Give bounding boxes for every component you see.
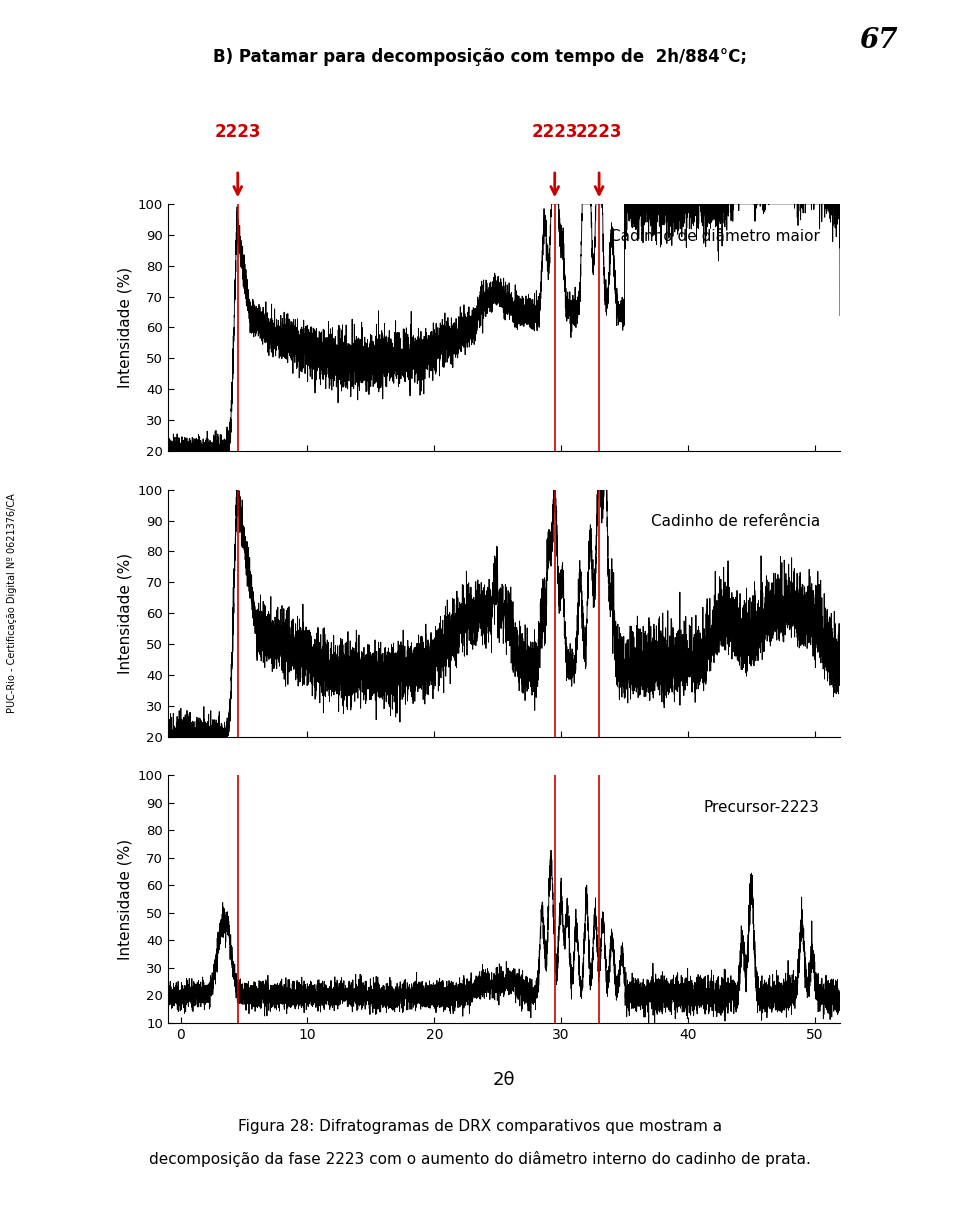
Text: 2223: 2223	[214, 123, 261, 141]
Text: decomposição da fase 2223 com o aumento do diâmetro interno do cadinho de prata.: decomposição da fase 2223 com o aumento …	[149, 1151, 811, 1166]
Text: Precursor-2223: Precursor-2223	[704, 801, 820, 815]
Text: PUC-Rio - Certificação Digital Nº 0621376/CA: PUC-Rio - Certificação Digital Nº 062137…	[8, 493, 17, 713]
Text: 67: 67	[859, 27, 898, 53]
Text: Cadinho de diâmetro maior: Cadinho de diâmetro maior	[610, 229, 820, 244]
Text: Cadinho de referência: Cadinho de referência	[651, 514, 820, 529]
Text: 2223: 2223	[532, 123, 578, 141]
Y-axis label: Intensidade (%): Intensidade (%)	[117, 552, 132, 674]
Text: 2223: 2223	[576, 123, 622, 141]
Y-axis label: Intensidade (%): Intensidade (%)	[117, 267, 132, 388]
Text: B) Patamar para decomposição com tempo de  2h/884°C;: B) Patamar para decomposição com tempo d…	[213, 48, 747, 66]
Y-axis label: Intensidade (%): Intensidade (%)	[117, 838, 132, 960]
Text: 2θ: 2θ	[492, 1071, 516, 1089]
Text: Figura 28: Difratogramas de DRX comparativos que mostram a: Figura 28: Difratogramas de DRX comparat…	[238, 1119, 722, 1134]
